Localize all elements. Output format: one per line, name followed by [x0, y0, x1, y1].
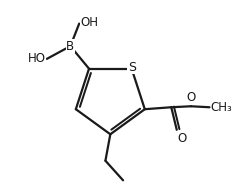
- Text: B: B: [66, 40, 74, 53]
- Text: HO: HO: [28, 52, 46, 65]
- Text: O: O: [177, 132, 186, 145]
- Text: CH₃: CH₃: [210, 101, 232, 114]
- Text: OH: OH: [81, 16, 99, 29]
- Text: O: O: [186, 91, 196, 104]
- Text: S: S: [128, 61, 136, 74]
